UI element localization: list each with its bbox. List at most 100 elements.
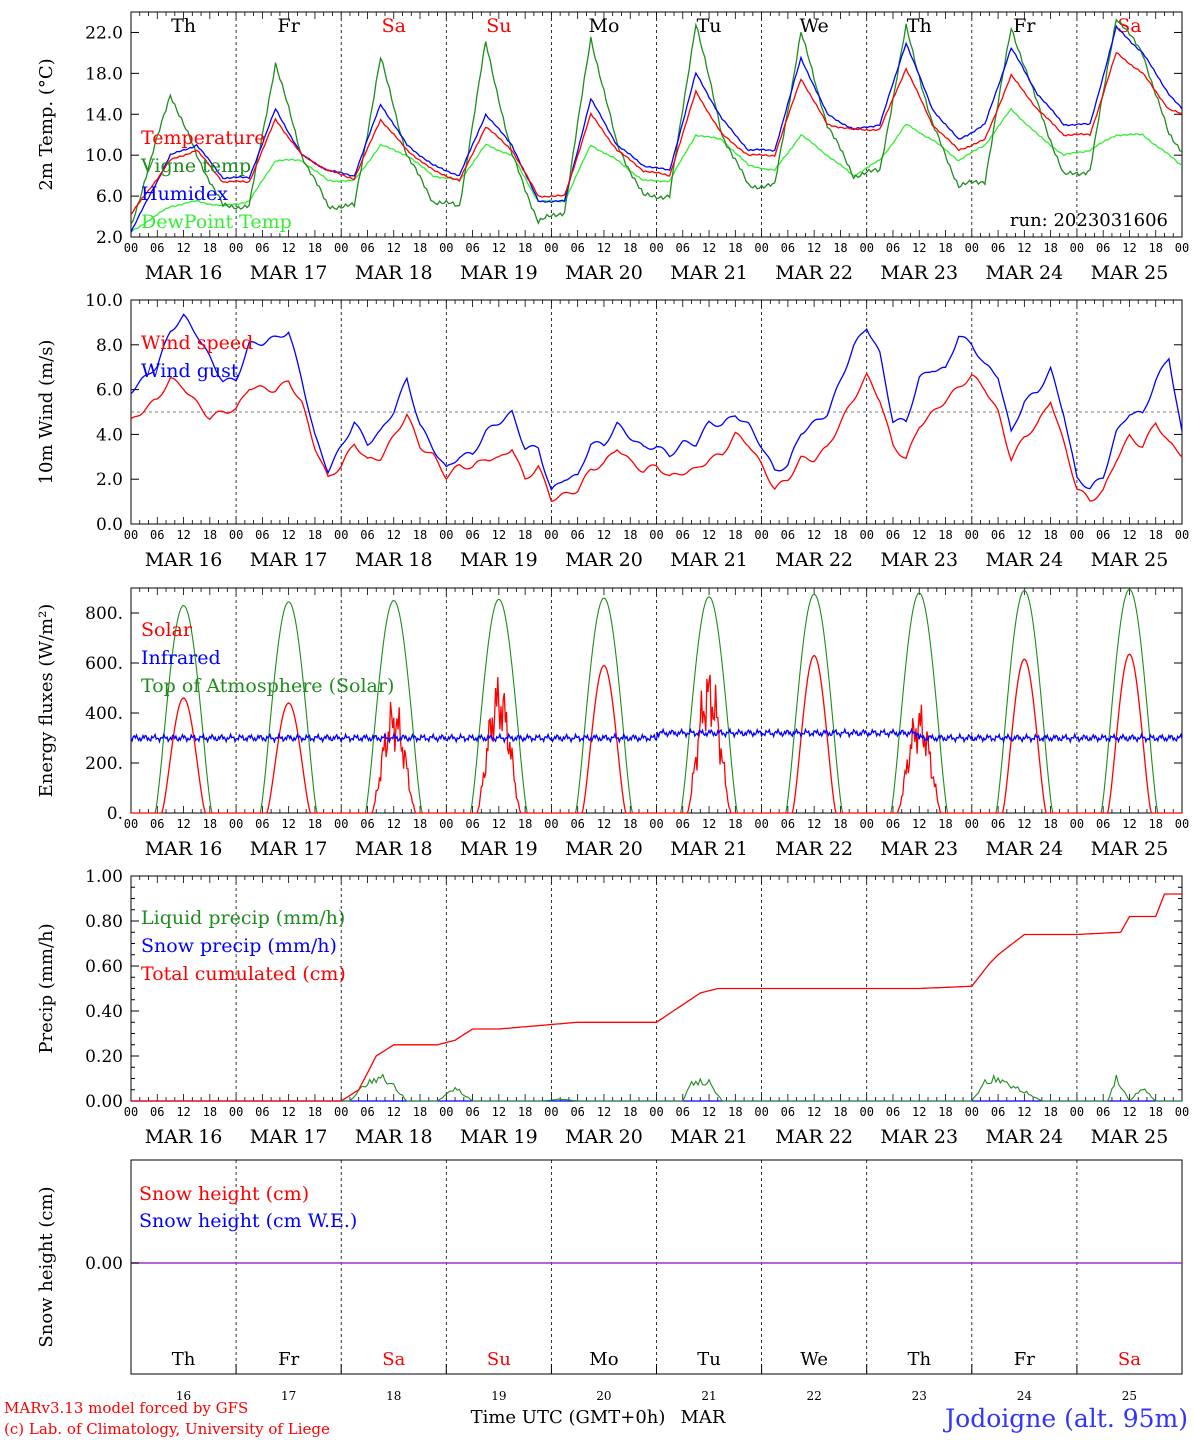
x-hour-tick-label: 18	[308, 528, 322, 542]
x-hour-tick-label: 06	[781, 528, 795, 542]
x-axis-title: Time UTC (GMT+0h)	[471, 1407, 666, 1428]
x-hour-tick-label: 12	[912, 1105, 926, 1119]
legend-entry: Snow height (cm)	[139, 1183, 309, 1205]
x-hour-tick-label: 12	[387, 1105, 401, 1119]
x-hour-tick-label: 06	[150, 528, 164, 542]
x-hour-tick-label: 12	[1122, 528, 1136, 542]
x-hour-tick-label: 18	[833, 1105, 847, 1119]
weekday-label: Sa	[1118, 1349, 1141, 1370]
x-hour-tick-label: 12	[702, 1105, 716, 1119]
x-hour-tick-label: 18	[413, 241, 427, 255]
y-tick-label: 0.	[107, 804, 123, 824]
weekday-label: Su	[486, 15, 511, 37]
x-hour-tick-label: 18	[203, 241, 217, 255]
legend-entry: Solar	[141, 619, 193, 641]
y-tick-label: 4.0	[96, 425, 123, 445]
x-hour-tick-label: 12	[702, 241, 716, 255]
y-axis-label: Snow height (cm)	[36, 1186, 57, 1347]
x-hour-tick-label: 18	[623, 1105, 637, 1119]
y-tick-label: 10.0	[85, 146, 123, 166]
x-date-label: MAR 25	[1091, 262, 1169, 284]
x-hour-tick-label: 18	[938, 241, 952, 255]
x-hour-tick-label: 18	[1148, 1105, 1162, 1119]
x-hour-tick-label: 18	[728, 241, 742, 255]
x-date-label: MAR 17	[250, 838, 328, 860]
x-hour-tick-label: 06	[676, 1105, 690, 1119]
x-hour-tick-label: 00	[965, 817, 979, 831]
x-hour-tick-label: 06	[781, 817, 795, 831]
station-name: Jodoigne (alt. 95m)	[942, 1404, 1188, 1433]
x-hour-tick-label: 00	[334, 241, 348, 255]
x-hour-tick-label: 06	[886, 1105, 900, 1119]
x-hour-tick-label: 00	[1175, 241, 1189, 255]
y-tick-label: 0.40	[85, 1002, 123, 1022]
x-hour-tick-label: 18	[413, 528, 427, 542]
x-hour-tick-label: 18	[623, 528, 637, 542]
weekday-label: Mo	[588, 15, 619, 37]
x-date-label: MAR 17	[250, 549, 328, 571]
x-hour-tick-label: 12	[281, 528, 295, 542]
x-hour-tick-label: 06	[465, 817, 479, 831]
x-hour-tick-label: 18	[1148, 817, 1162, 831]
x-hour-tick-label: 12	[1017, 241, 1031, 255]
panel-3: 0. 200. 400. 600. 800. Energy fluxes (W/m²) So…	[36, 587, 1189, 860]
x-hour-tick-label: 06	[360, 241, 374, 255]
x-hour-tick-label: 12	[492, 241, 506, 255]
x-hour-tick-label: 06	[781, 1105, 795, 1119]
x-date-label: MAR 19	[460, 1126, 538, 1148]
legend-entry: Wind gust	[141, 360, 239, 382]
panel-2: 0.0 2.0 4.0 6.0 8.0 10.0 10m Wind (m/s) Wind sp…	[36, 291, 1189, 571]
y-tick-label: 8.0	[96, 336, 123, 356]
x-hour-tick-label: 12	[281, 241, 295, 255]
legend-entry: Temperature	[141, 127, 265, 149]
x-hour-tick-label: 18	[938, 817, 952, 831]
x-hour-tick-label: 18	[938, 1105, 952, 1119]
x-hour-tick-label: 00	[229, 241, 243, 255]
credit-line-1: MARv3.13 model forced by GFS	[4, 1399, 248, 1417]
x-hour-tick-label: 18	[728, 817, 742, 831]
x-hour-tick-label: 18	[623, 241, 637, 255]
series-line-wind-speed	[130, 372, 1183, 503]
y-tick-label: 0.80	[85, 912, 123, 932]
x-hour-tick-label: 06	[886, 241, 900, 255]
x-date-label: MAR 23	[880, 549, 958, 571]
panel-frame	[130, 11, 1183, 238]
x-hour-tick-label: 00	[754, 241, 768, 255]
x-hour-tick-label: 06	[465, 528, 479, 542]
x-hour-tick-label: 12	[702, 817, 716, 831]
x-hour-tick-label: 12	[176, 241, 190, 255]
x-hour-tick-label: 12	[1017, 1105, 1031, 1119]
panel-4: 0.00 0.20 0.40 0.60 0.80 1.00 Precip (mm/h) Liq…	[36, 867, 1189, 1148]
x-hour-tick-label: 06	[886, 528, 900, 542]
weekday-label: We	[800, 1349, 828, 1370]
x-hour-tick-label: 12	[1122, 817, 1136, 831]
x-hour-tick-label: 18	[728, 528, 742, 542]
x-date-label: MAR 21	[670, 549, 748, 571]
y-tick-label: 6.0	[96, 187, 123, 207]
x-hour-tick-label: 00	[859, 817, 873, 831]
x-hour-tick-label: 00	[544, 1105, 558, 1119]
y-tick-label: 18.0	[85, 64, 123, 84]
x-hour-tick-label: 06	[991, 817, 1005, 831]
x-hour-tick-label: 12	[492, 528, 506, 542]
x-hour-tick-label: 00	[965, 528, 979, 542]
x-date-label: MAR 18	[355, 838, 433, 860]
y-tick-label: 200.	[85, 754, 123, 774]
x-hour-tick-label: 06	[360, 817, 374, 831]
y-tick-label: 22.0	[85, 23, 123, 43]
x-hour-tick-label: 18	[413, 1105, 427, 1119]
weekday-label: Sa	[1117, 15, 1141, 37]
x-hour-tick-label: 06	[991, 528, 1005, 542]
x-hour-tick-label: 00	[439, 1105, 453, 1119]
series-line-humidex	[131, 24, 1182, 233]
x-hour-tick-label: 12	[176, 1105, 190, 1119]
legend-entry: Wind speed	[141, 332, 253, 354]
legend-entry: Infrared	[141, 647, 221, 669]
x-hour-tick-label: 00	[859, 1105, 873, 1119]
x-hour-tick-label: 00	[754, 528, 768, 542]
legend-entry: Snow precip (mm/h)	[141, 935, 337, 957]
series-line-temperature	[131, 51, 1182, 215]
x-date-label: MAR 18	[355, 549, 433, 571]
x-date-label: MAR 21	[670, 262, 748, 284]
